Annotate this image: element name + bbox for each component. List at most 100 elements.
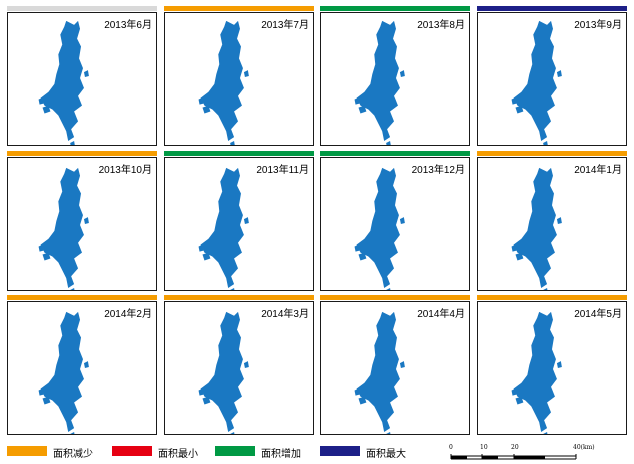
legend-swatch-maximum <box>320 446 360 456</box>
map-frame: 2013年7月 <box>164 12 314 146</box>
lake-shape <box>543 432 548 434</box>
map-panel: 2013年9月 <box>477 6 627 146</box>
lake-map <box>511 311 562 434</box>
map-panel: 2013年8月 <box>320 6 470 146</box>
status-bar <box>164 151 314 156</box>
panel-title: 2013年10月 <box>98 165 152 176</box>
lake-shape <box>202 252 211 261</box>
status-bar <box>7 6 157 11</box>
lake-shape <box>515 252 524 261</box>
legend-label-decrease: 面积减少 <box>53 449 93 460</box>
lake-shape <box>358 396 367 405</box>
lake-shape <box>83 361 89 368</box>
lake-shape <box>513 167 557 289</box>
legend: 面积减少 面积最小 面积增加 面积最大 0 10 20 40(km) <box>0 442 634 464</box>
status-bar <box>7 151 157 156</box>
panel-title: 2014年5月 <box>574 309 622 320</box>
scale-label-40km: 40(km) <box>573 444 595 451</box>
lake-shape <box>230 432 235 434</box>
lake-shape <box>200 167 244 289</box>
map-panel: 2013年7月 <box>164 6 314 146</box>
map-panel: 2014年2月 <box>7 295 157 435</box>
scale-label-20: 20 <box>511 444 519 451</box>
lake-shape <box>354 97 360 105</box>
status-bar <box>477 295 627 300</box>
map-frame: 2013年10月 <box>7 157 157 291</box>
lake-map <box>38 311 89 434</box>
map-frame: 2013年9月 <box>477 12 627 146</box>
map-panel-grid: 2013年6月 2013年7月 2013年8月 2013年9月 2013年10月 2013… <box>7 6 627 435</box>
lake-map <box>38 167 89 290</box>
lake-shape <box>515 105 524 114</box>
lake-shape <box>40 167 84 289</box>
lake-shape <box>356 20 400 142</box>
lake-shape <box>70 141 75 145</box>
lake-shape <box>70 432 75 434</box>
map-frame: 2014年4月 <box>320 301 470 435</box>
lake-shape <box>511 97 517 105</box>
scale-bar: 0 10 20 40(km) <box>448 442 598 464</box>
legend-swatch-minimum <box>112 446 152 456</box>
map-frame: 2014年5月 <box>477 301 627 435</box>
map-panel: 2013年6月 <box>7 6 157 146</box>
status-bar <box>320 151 470 156</box>
lake-shape <box>202 105 211 114</box>
lake-map <box>354 167 405 290</box>
lake-shape <box>38 244 44 252</box>
lake-shape <box>202 396 211 405</box>
lake-shape <box>42 252 51 261</box>
status-bar <box>320 6 470 11</box>
map-panel: 2013年11月 <box>164 151 314 291</box>
lake-shape <box>83 217 89 224</box>
status-bar <box>164 6 314 11</box>
legend-label-maximum: 面积最大 <box>366 449 406 460</box>
lake-shape <box>200 311 244 433</box>
lake-shape <box>515 396 524 405</box>
lake-shape <box>200 20 244 142</box>
map-frame: 2014年3月 <box>164 301 314 435</box>
lake-shape <box>556 217 562 224</box>
lake-map <box>354 311 405 434</box>
lake-shape <box>399 70 405 78</box>
lake-shape <box>38 388 44 396</box>
lake-shape <box>40 311 84 433</box>
scale-label-0: 0 <box>449 444 453 451</box>
scale-bar-graphic <box>450 454 577 460</box>
map-panel: 2013年12月 <box>320 151 470 291</box>
lake-shape <box>358 252 367 261</box>
map-panel: 2013年10月 <box>7 151 157 291</box>
panel-title: 2013年7月 <box>261 20 309 31</box>
status-bar <box>477 6 627 11</box>
lake-map <box>198 167 249 290</box>
legend-swatch-decrease <box>7 446 47 456</box>
lake-shape <box>511 244 517 252</box>
panel-title: 2014年1月 <box>574 165 622 176</box>
lake-shape <box>513 311 557 433</box>
legend-swatch-increase <box>215 446 255 456</box>
lake-shape <box>386 141 391 145</box>
lake-shape <box>543 141 548 145</box>
lake-shape <box>83 70 89 78</box>
lake-shape <box>511 388 517 396</box>
lake-shape <box>230 141 235 145</box>
lake-shape <box>354 388 360 396</box>
lake-shape <box>70 288 75 290</box>
lake-shape <box>243 361 249 368</box>
panel-title: 2013年9月 <box>574 20 622 31</box>
lake-shape <box>243 70 249 78</box>
map-frame: 2014年1月 <box>477 157 627 291</box>
lake-shape <box>40 20 84 142</box>
status-bar <box>477 151 627 156</box>
lake-map <box>38 20 89 145</box>
lake-map <box>511 20 562 145</box>
lake-shape <box>543 288 548 290</box>
lake-map <box>198 20 249 145</box>
scale-label-10: 10 <box>480 444 488 451</box>
panel-title: 2014年2月 <box>104 309 152 320</box>
legend-label-minimum: 面积最小 <box>158 449 198 460</box>
lake-shape <box>513 20 557 142</box>
panel-title: 2013年6月 <box>104 20 152 31</box>
panel-title: 2013年8月 <box>417 20 465 31</box>
lake-shape <box>42 105 51 114</box>
panel-title: 2013年11月 <box>256 165 309 176</box>
